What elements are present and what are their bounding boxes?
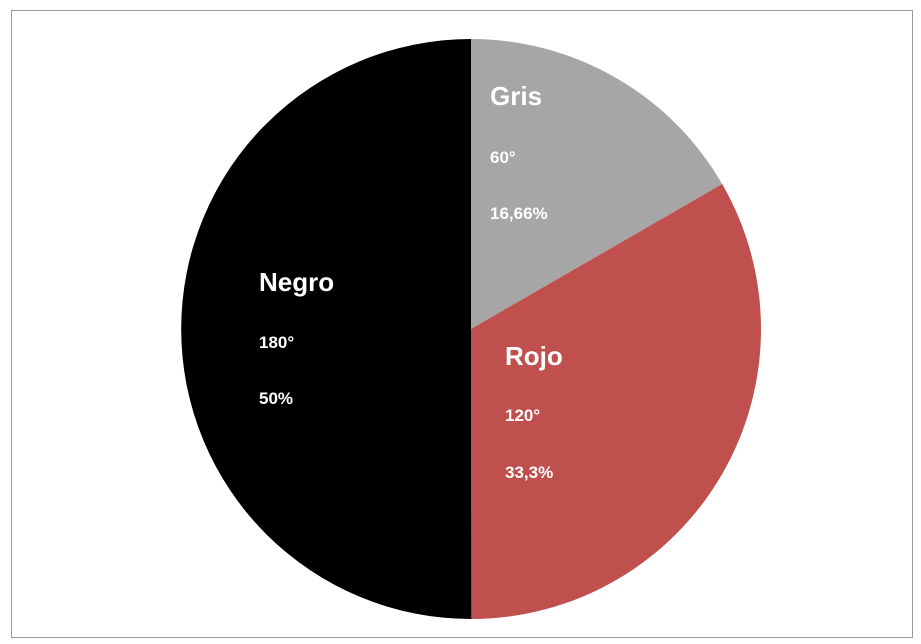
pie-slice-gris — [471, 39, 723, 329]
slice-label-gris: Gris — [490, 81, 542, 111]
slice-degrees-rojo: 120° — [505, 406, 540, 425]
slice-label-negro: Negro — [259, 267, 334, 297]
chart-frame: Gris 60° 16,66% Rojo 120° 33,3% Negro 18… — [11, 10, 913, 638]
slice-label-rojo: Rojo — [505, 341, 563, 371]
pie-slice-negro — [181, 39, 472, 619]
slice-degrees-negro: 180° — [259, 333, 294, 352]
slice-percent-gris: 16,66% — [490, 204, 548, 223]
pie-slice-rojo — [471, 184, 762, 619]
slice-percent-rojo: 33,3% — [505, 463, 553, 482]
slice-percent-negro: 50% — [259, 389, 293, 408]
pie-labels: Gris 60° 16,66% Rojo 120° 33,3% Negro 18… — [259, 81, 563, 482]
slice-degrees-gris: 60° — [490, 148, 516, 167]
pie-chart: Gris 60° 16,66% Rojo 120° 33,3% Negro 18… — [181, 39, 762, 619]
pie-slices — [181, 39, 762, 619]
